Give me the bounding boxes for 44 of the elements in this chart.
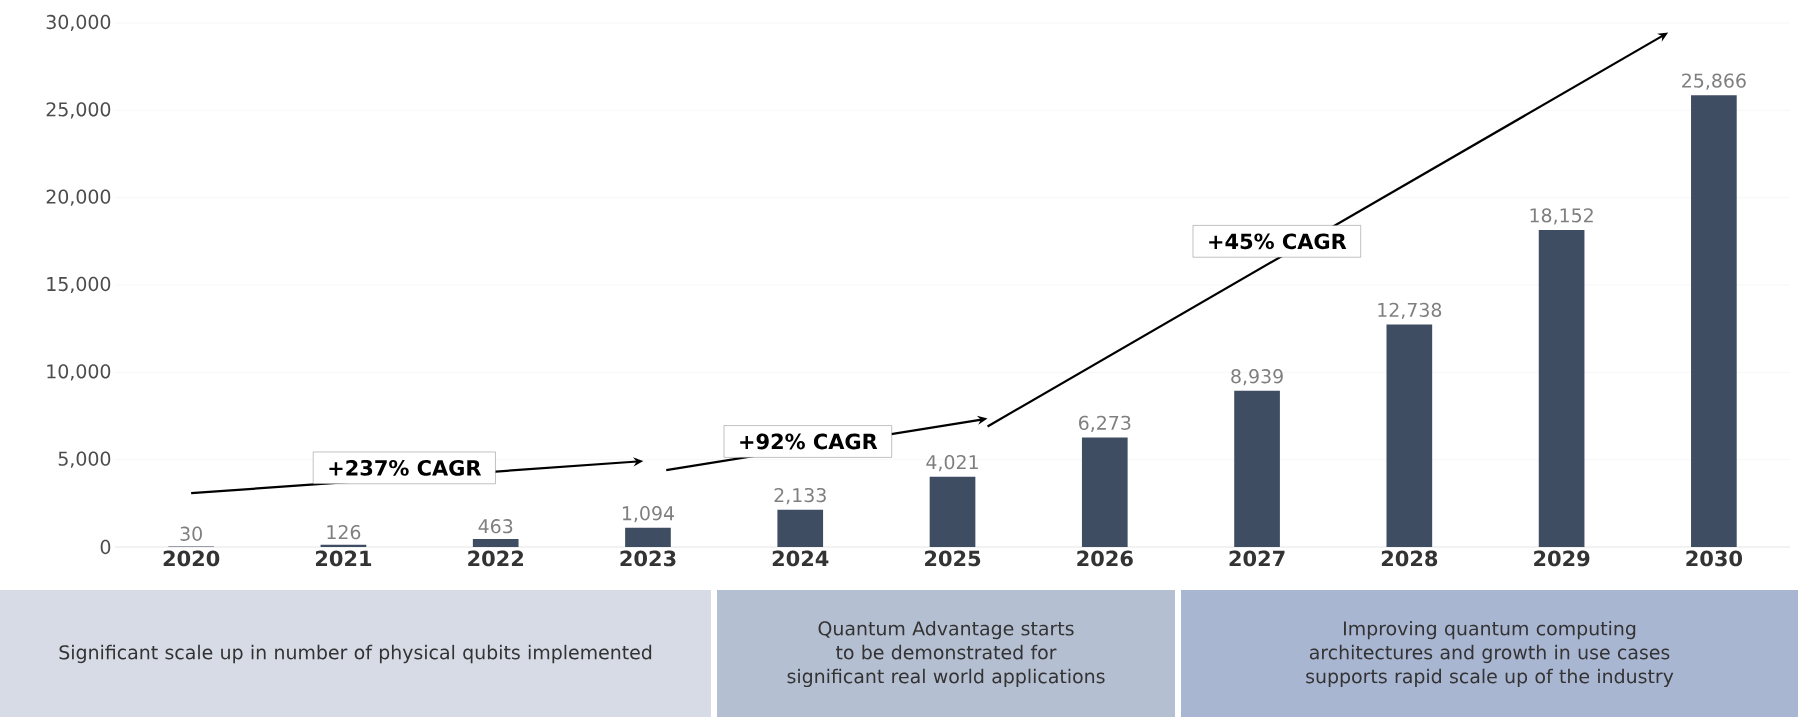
data-label: 6,273 [1079, 415, 1131, 432]
x-tick-label: 2026 [1077, 550, 1133, 567]
data-label: 4,021 [926, 454, 978, 472]
x-tick-label: 2021 [315, 550, 372, 567]
annotation: +237% CAGR [329, 459, 482, 476]
data-label: 126 [327, 524, 361, 540]
x-tick-label: 2029 [1534, 550, 1590, 567]
y-tick-label: 15,000 [47, 276, 111, 294]
text: Improving quantum computing architectures and growth in use cases supports rapid scale up of the industry [1306, 620, 1674, 688]
bar [625, 527, 671, 547]
bar [1691, 95, 1737, 547]
bar [1538, 229, 1585, 547]
x-tick-label: 2025 [925, 550, 981, 567]
bar [472, 538, 519, 547]
x-tick-label: 2020 [163, 550, 220, 567]
y-tick-label: 25,000 [46, 102, 111, 119]
bar [1386, 324, 1433, 547]
y-tick-label: 10,000 [47, 364, 111, 381]
annotation: +45% CAGR [1209, 233, 1347, 250]
data-label: 25,866 [1682, 73, 1746, 90]
annotation: +92% CAGR [740, 433, 878, 450]
text: Significant scale up in number of physical qubits implemented [59, 644, 652, 664]
data-label: 30 [180, 526, 202, 541]
data-label: 1,094 [622, 506, 674, 523]
bar [929, 476, 976, 547]
text: Quantum Advantage starts to be demonstrated for significant real world applications [787, 620, 1105, 688]
bar [777, 509, 824, 547]
y-tick-label: 20,000 [46, 189, 111, 206]
y-tick-label: 0 [100, 539, 111, 555]
x-tick-label: 2028 [1381, 550, 1438, 567]
x-tick-label: 2024 [772, 550, 829, 567]
bar [1081, 437, 1128, 547]
data-label: 2,133 [774, 487, 826, 505]
data-label: 463 [478, 519, 513, 534]
x-tick-label: 2027 [1229, 550, 1285, 567]
y-tick-label: 5,000 [58, 451, 111, 468]
x-tick-label: 2030 [1686, 550, 1743, 567]
x-tick-label: 2023 [620, 550, 676, 567]
bar [1234, 390, 1280, 547]
y-tick-label: 30,000 [46, 14, 111, 32]
x-tick-label: 2022 [468, 550, 523, 567]
data-label: 18,152 [1530, 208, 1593, 225]
data-label: 12,738 [1378, 302, 1442, 319]
data-label: 8,939 [1231, 369, 1283, 386]
